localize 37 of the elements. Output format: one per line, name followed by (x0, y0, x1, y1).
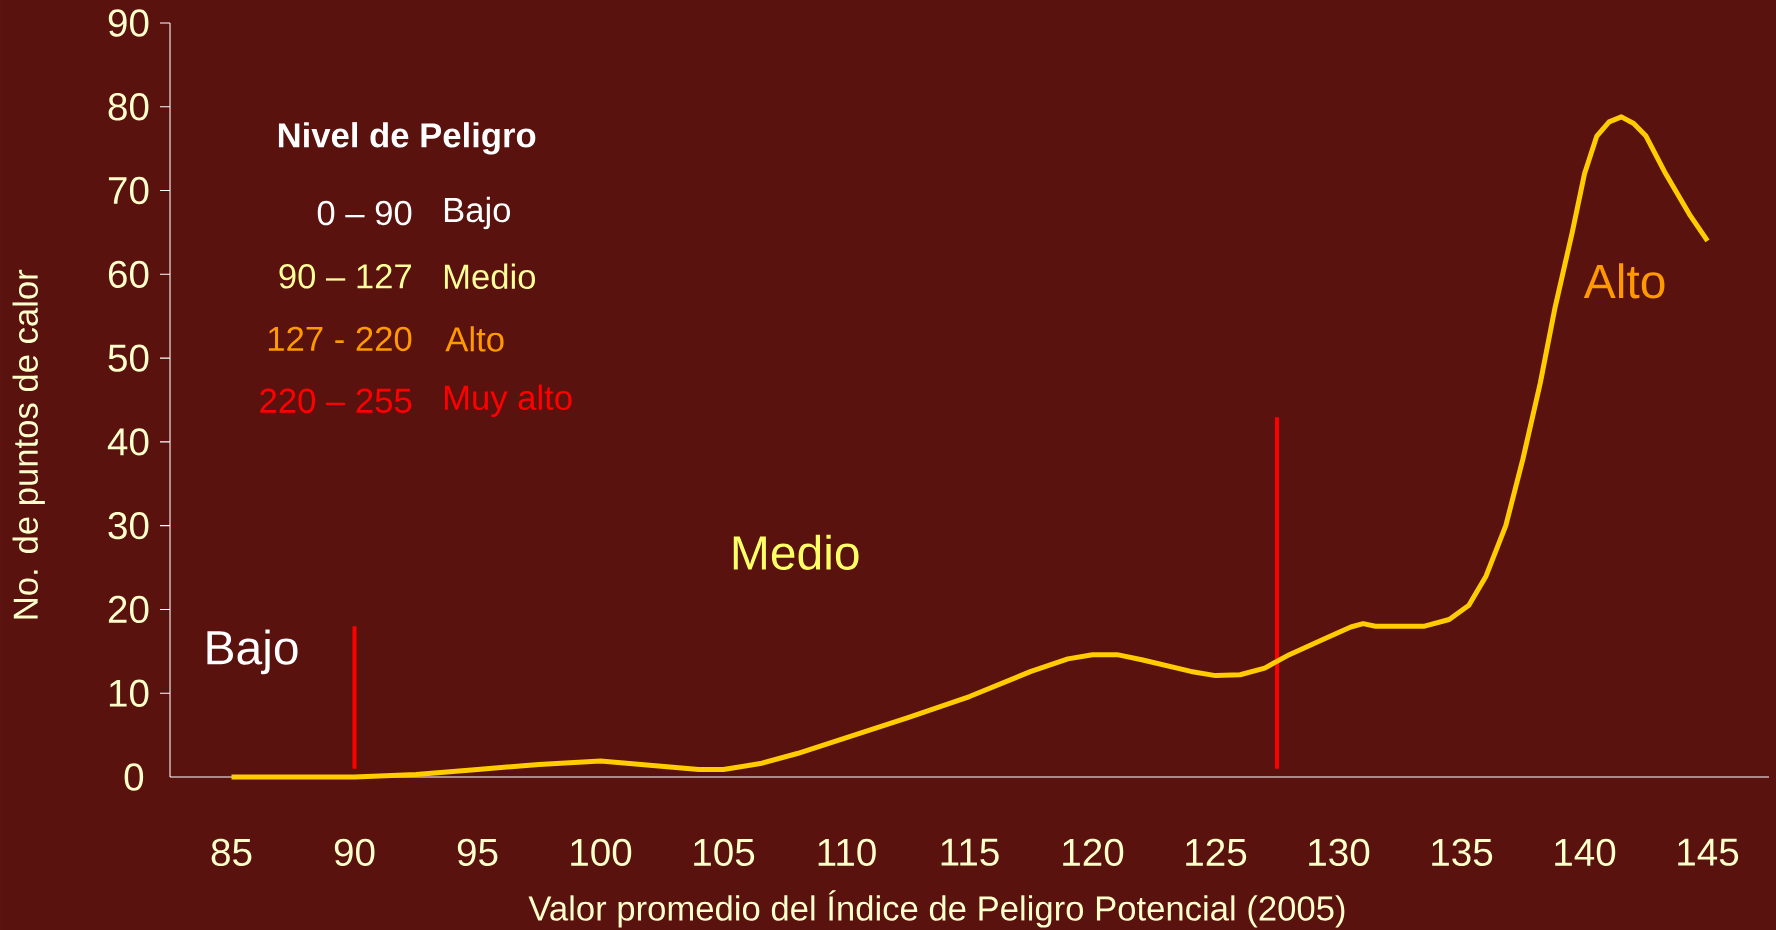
y-tick-label: 60 (108, 260, 149, 289)
x-tick-label: 110 (818, 838, 876, 867)
y-tick-label: 30 (108, 511, 149, 540)
x-tick-label: 100 (571, 838, 632, 867)
x-tick-label: 140 (1555, 838, 1616, 867)
y-tick-label: 50 (108, 344, 149, 372)
annotation: Medio (733, 534, 859, 570)
x-tick-label: 145 (1678, 838, 1739, 866)
x-tick-label: 90 (334, 838, 375, 867)
annotation: Alto (445, 326, 504, 352)
x-tick-label: 125 (1186, 838, 1247, 867)
x-tick-label: 85 (211, 838, 252, 867)
annotation: 127 - 220 (268, 326, 412, 352)
y-tick-label: 10 (109, 679, 149, 707)
y-tick-label: 40 (107, 428, 149, 456)
annotation: Muy alto (444, 384, 572, 417)
annotation: 220 – 255 (260, 388, 412, 414)
x-axis-title: Valor promedio del Índice de Peligro Potencial (2005) (528, 890, 1345, 928)
y-tick-label: 0 (124, 763, 144, 791)
y-tick-label: 70 (108, 176, 149, 205)
y-tick-label: 80 (108, 93, 149, 121)
annotation: Nivel de Peligro (278, 122, 536, 155)
x-tick-label: 135 (1432, 838, 1493, 867)
x-tick-label: 120 (1063, 838, 1124, 867)
annotation: Medio (444, 263, 536, 290)
annotation: Bajo (207, 629, 298, 675)
x-tick-label: 130 (1309, 838, 1370, 867)
x-tick-label: 95 (457, 838, 498, 867)
x-tick-label: 105 (694, 838, 755, 867)
annotation: 90 – 127 (279, 264, 411, 289)
x-tick-label: 115 (941, 838, 999, 866)
y-tick-label: 20 (108, 595, 149, 624)
annotation: Bajo (444, 196, 511, 230)
annotation: Alto (1583, 263, 1665, 299)
y-axis-title: No. de puntos de calor (12, 269, 45, 619)
y-tick-label: 90 (108, 9, 149, 37)
annotation: 0 – 90 (317, 200, 412, 226)
